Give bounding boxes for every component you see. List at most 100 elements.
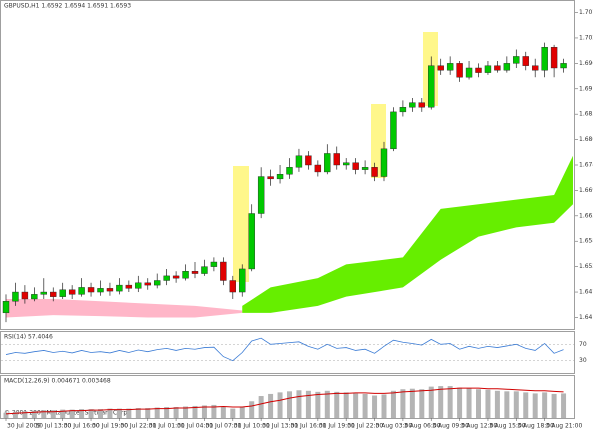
candle-body xyxy=(163,275,170,281)
candle-body xyxy=(446,63,454,71)
candle-body xyxy=(399,107,407,113)
x-tick-label: 3 Aug 15:00 xyxy=(489,423,526,430)
candle-body xyxy=(390,111,397,150)
macd-bar xyxy=(12,411,18,418)
macd-bar xyxy=(22,411,28,418)
macd-bar xyxy=(551,393,557,418)
candle-body xyxy=(428,65,435,108)
macd-bar xyxy=(390,390,396,418)
candle-body xyxy=(172,275,180,279)
chart-title: GBPUSD,H1 1.6592 1.6594 1.6591 1.6593 xyxy=(4,3,131,10)
candle-body xyxy=(532,65,539,71)
macd-bar xyxy=(296,390,302,418)
macd-bar xyxy=(183,406,189,418)
candle-body xyxy=(201,266,208,274)
macd-bar xyxy=(116,408,122,418)
macd-title: MACD(12,26,9) 0.004671 0.003468 xyxy=(4,378,111,385)
candle-body xyxy=(182,271,189,279)
candle-body xyxy=(324,153,331,173)
macd-bar xyxy=(485,389,491,418)
candle-body xyxy=(2,301,10,314)
cloud xyxy=(242,155,573,313)
y-tick-label: 1.6910 xyxy=(579,85,593,92)
y-tick-label: 70 xyxy=(579,341,587,348)
highlight xyxy=(233,166,249,282)
y-tick-label: 30 xyxy=(579,357,587,364)
x-tick-label: 30 Jul 2009 xyxy=(7,423,41,430)
candle-body xyxy=(135,282,142,289)
macd-bar xyxy=(50,410,56,418)
candle-body xyxy=(465,67,473,78)
macd-bar xyxy=(324,390,330,418)
macd-bar xyxy=(201,405,207,418)
candle-body xyxy=(380,148,388,177)
candle-body xyxy=(475,67,482,73)
y-tick-label: 1.7020 xyxy=(579,34,593,41)
macd-bar xyxy=(192,405,198,418)
macd-bar xyxy=(494,390,500,418)
x-tick-label: 30 Jul 19:00 xyxy=(92,423,128,430)
candle-body xyxy=(191,271,199,274)
candle-body xyxy=(68,289,76,295)
macd-bar xyxy=(230,408,236,418)
y-tick-label: 1.6745 xyxy=(579,162,593,169)
macd-bar xyxy=(457,387,463,418)
macd-bar xyxy=(107,408,113,418)
x-tick-label: 3 Aug 03:00 xyxy=(376,423,413,430)
x-tick-label: 31 Jul 01:00 xyxy=(149,423,185,430)
candle-body xyxy=(513,56,520,64)
candle-body xyxy=(286,167,293,175)
x-tick-label: 31 Jul 22:00 xyxy=(347,423,383,430)
macd-bar xyxy=(79,409,85,418)
macd-bar xyxy=(88,409,94,418)
x-tick-label: 31 Jul 16:00 xyxy=(291,423,327,430)
macd-bar xyxy=(400,389,406,418)
candle-body xyxy=(248,213,255,270)
macd-bar xyxy=(466,388,472,418)
macd-bar xyxy=(249,401,255,418)
x-tick-label: 3 Aug 21:00 xyxy=(546,423,583,430)
candle-body xyxy=(153,280,161,286)
macd-bar xyxy=(504,391,510,418)
y-tick-label: 1.6690 xyxy=(579,187,593,194)
macd-bar xyxy=(532,393,538,418)
x-tick-label: 31 Jul 07:00 xyxy=(205,423,241,430)
copyright: © 2001-2009 MetaQuotes Software Corp. xyxy=(4,410,129,417)
macd-bar xyxy=(542,392,548,418)
candle-body xyxy=(494,65,501,71)
y-tick-label: 1.6635 xyxy=(579,212,593,219)
macd-bar xyxy=(419,389,425,418)
x-tick-label: 31 Jul 10:00 xyxy=(234,423,270,430)
cloud xyxy=(6,298,243,318)
macd-bar xyxy=(145,408,151,418)
candle-body xyxy=(295,155,303,168)
y-tick-label: 1.7075 xyxy=(579,9,593,16)
macd-bar xyxy=(513,391,519,418)
macd-bar xyxy=(135,408,141,418)
candle-body xyxy=(484,65,492,73)
candle-body xyxy=(106,288,114,292)
macd-bar xyxy=(523,392,529,418)
candle-body xyxy=(116,284,123,292)
x-tick-label: 31 Jul 13:00 xyxy=(262,423,298,430)
candle-body xyxy=(257,176,265,214)
candle-body xyxy=(437,65,444,71)
main-panel xyxy=(0,0,575,330)
macd-bar xyxy=(409,388,415,418)
y-tick-label: 1.6525 xyxy=(579,263,593,270)
macd-bar xyxy=(220,406,226,418)
candle-body xyxy=(456,63,463,78)
macd-bar xyxy=(41,410,47,418)
macd-bar xyxy=(305,390,311,418)
candle-body xyxy=(21,291,29,300)
macd-bar xyxy=(239,406,245,418)
candle-body xyxy=(409,102,416,108)
macd-bar xyxy=(561,393,567,418)
macd-bar xyxy=(164,407,170,418)
candle-body xyxy=(31,294,38,300)
rsi-panel xyxy=(0,331,575,374)
candle-body xyxy=(522,56,529,66)
candle-body xyxy=(541,46,548,71)
x-tick-label: 3 Aug 18:00 xyxy=(517,423,554,430)
